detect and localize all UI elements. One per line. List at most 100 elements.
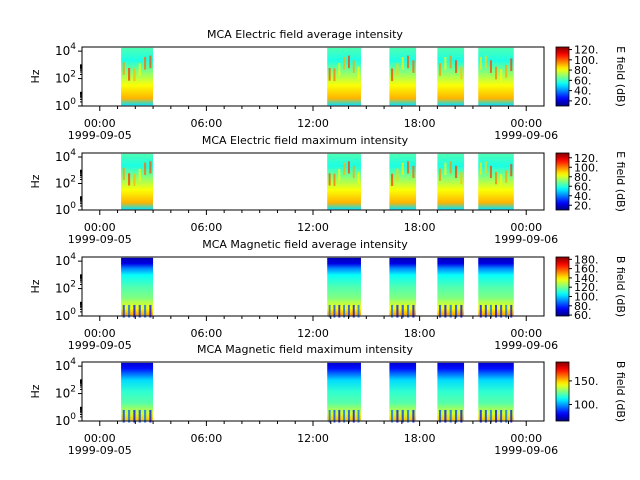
x-tick-label: 06:00 — [191, 432, 223, 445]
spectrogram-texture — [396, 304, 399, 318]
spectrogram-texture — [460, 409, 463, 423]
y-tick-base: 10 — [55, 254, 70, 268]
spectrogram-texture — [149, 304, 152, 318]
data-segments — [121, 362, 514, 423]
spectrogram-texture — [328, 304, 331, 318]
spectrogram-texture — [438, 168, 442, 181]
colorbar-tick-label: 100. — [574, 398, 599, 411]
spectrogram-texture — [449, 161, 452, 174]
spectrogram-texture — [357, 172, 360, 185]
colorbar-tick-label: 160. — [574, 263, 599, 276]
spectrogram-texture — [144, 304, 147, 318]
y-tick-label: 102 — [55, 70, 76, 86]
spectrogram-texture — [149, 409, 152, 423]
colorbar-tick-label: 80. — [574, 300, 592, 313]
spectrogram-texture — [454, 409, 458, 423]
spectrogram-texture — [489, 304, 492, 318]
spectrogram-texture — [505, 170, 508, 183]
colorbar-gradient — [555, 46, 570, 107]
spectrogram-texture — [479, 304, 482, 318]
spectrogram-texture — [406, 161, 410, 174]
spectrogram-texture — [449, 55, 452, 69]
spectrogram-texture — [138, 409, 141, 423]
colorbar-tick-label: 20. — [574, 199, 592, 212]
y-tick-base: 10 — [55, 72, 70, 86]
x-tick-label: 00:00 — [84, 432, 116, 445]
spectrogram-texture — [510, 164, 513, 177]
colorbar-tick-label: 60. — [574, 180, 592, 193]
y-tick-base: 10 — [55, 44, 70, 58]
spectrogram-texture — [122, 167, 125, 180]
spectrogram-texture — [149, 55, 152, 69]
spectrogram-texture — [406, 55, 410, 69]
x-tick-label: 00:00 — [510, 327, 542, 340]
spectrogram-segment — [121, 257, 154, 316]
spectrogram-segment — [121, 153, 154, 210]
y-tick-exponent: 0 — [70, 201, 76, 211]
spectrogram-texture — [479, 56, 482, 70]
y-tick-base: 10 — [55, 176, 70, 190]
spectrogram-texture — [406, 304, 410, 318]
spectrogram-texture — [144, 56, 147, 70]
spectrogram-texture — [454, 165, 458, 179]
spectrogram-texture — [128, 173, 131, 186]
x-tick-label: 18:00 — [404, 327, 436, 340]
x-tick-label: 12:00 — [297, 221, 329, 234]
data-segments — [121, 153, 514, 210]
spectrogram-texture — [391, 173, 394, 186]
spectrogram-segment — [121, 362, 154, 421]
colorbar-tick-label: 150. — [574, 375, 599, 388]
x-tick-label: 18:00 — [404, 221, 436, 234]
x-tick-label: 12:00 — [297, 327, 329, 340]
spectrogram-texture — [438, 63, 442, 76]
colorbar-label: B field (dB) — [614, 361, 627, 422]
spectrogram-texture — [343, 162, 346, 175]
x-tick-date-label: 1999-09-06 — [494, 129, 558, 142]
spectrogram-texture — [333, 68, 336, 82]
colorbar-tick-label: 80. — [574, 64, 592, 77]
x-tick-date-label: 1999-09-06 — [494, 444, 558, 457]
chart-title: MCA Electric field average intensity — [207, 28, 403, 41]
spectrogram-texture — [460, 66, 463, 80]
y-tick-exponent: 0 — [70, 307, 76, 317]
x-tick-label: 00:00 — [510, 221, 542, 234]
spectrogram-texture — [460, 304, 463, 318]
spectrogram-texture — [352, 60, 355, 73]
colorbar-tick-label: 140. — [574, 272, 599, 285]
x-tick-date-label: 1999-09-05 — [68, 233, 132, 246]
spectrogram-texture — [138, 168, 141, 181]
colorbar-tick-label: 60. — [574, 74, 592, 87]
x-tick-label: 00:00 — [510, 432, 542, 445]
colorbar-label: E field (dB) — [614, 46, 627, 107]
spectrogram-texture — [338, 168, 341, 181]
y-tick-exponent: 4 — [70, 252, 76, 262]
x-tick-label: 06:00 — [191, 327, 223, 340]
spectrogram-texture — [484, 55, 487, 69]
colorbar-tick-label: 100. — [574, 290, 599, 303]
spectrogram-texture — [454, 60, 458, 73]
y-tick-base: 10 — [55, 414, 70, 428]
spectrogram-texture — [438, 304, 442, 318]
spectrogram-texture — [401, 409, 404, 423]
spectrogram-texture — [510, 58, 513, 72]
spectrogram-texture — [144, 162, 147, 175]
y-axis-label: Hz — [29, 69, 42, 83]
spectrogram-texture — [357, 66, 360, 80]
spectrogram-texture — [338, 409, 341, 423]
colorbar-tick-label: 40. — [574, 85, 592, 98]
y-tick-exponent: 0 — [70, 97, 76, 107]
y-tick-label: 102 — [55, 385, 76, 401]
y-tick-base: 10 — [55, 282, 70, 296]
y-tick-label: 100 — [55, 201, 76, 217]
spectrogram-texture — [149, 161, 152, 174]
y-tick-exponent: 4 — [70, 148, 76, 158]
spectrogram-texture — [133, 173, 136, 186]
spectrogram-texture — [495, 409, 498, 423]
spectrogram-texture — [328, 409, 331, 423]
data-segments — [121, 257, 514, 318]
y-axis-label: Hz — [29, 174, 42, 188]
spectrogram-texture — [352, 165, 355, 179]
spectrogram-texture — [500, 409, 503, 423]
colorbar: 20.40.60.80.100.120. E field (dB) — [555, 44, 627, 108]
y-tick-exponent: 2 — [70, 70, 76, 80]
